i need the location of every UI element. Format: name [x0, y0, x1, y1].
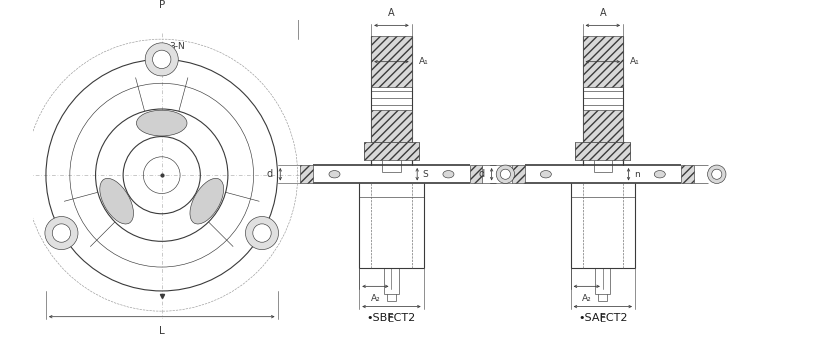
Circle shape — [145, 43, 178, 76]
Circle shape — [253, 224, 271, 242]
Ellipse shape — [100, 178, 134, 224]
Bar — [364, 142, 419, 161]
Bar — [371, 37, 412, 87]
Bar — [512, 165, 525, 184]
Ellipse shape — [190, 178, 224, 224]
Text: A: A — [388, 8, 395, 18]
Text: A: A — [600, 8, 606, 18]
Text: d: d — [267, 169, 273, 179]
Bar — [469, 165, 482, 184]
Bar — [583, 37, 623, 87]
Circle shape — [496, 165, 515, 184]
Ellipse shape — [136, 110, 187, 136]
Ellipse shape — [443, 171, 454, 178]
Text: n: n — [634, 170, 640, 179]
Text: P: P — [158, 0, 165, 10]
Text: •SAFCT2: •SAFCT2 — [578, 313, 628, 323]
Text: E: E — [388, 314, 394, 324]
Bar — [583, 110, 623, 142]
Ellipse shape — [540, 171, 552, 178]
Text: A₁: A₁ — [419, 57, 428, 66]
Bar — [300, 165, 313, 184]
Ellipse shape — [654, 171, 665, 178]
Text: 3-N: 3-N — [169, 42, 185, 51]
Ellipse shape — [329, 171, 340, 178]
Bar — [681, 165, 694, 184]
Text: L: L — [159, 326, 165, 336]
Text: •SBFCT2: •SBFCT2 — [367, 313, 416, 323]
Bar — [575, 142, 631, 161]
Text: A₂: A₂ — [582, 294, 592, 303]
Circle shape — [707, 165, 726, 184]
Text: S: S — [423, 170, 428, 179]
Circle shape — [712, 169, 722, 179]
Text: E: E — [600, 314, 605, 324]
Text: A₁: A₁ — [631, 57, 640, 66]
Bar — [371, 110, 412, 142]
Text: A₂: A₂ — [370, 294, 380, 303]
Circle shape — [45, 217, 78, 249]
Text: d: d — [478, 169, 484, 179]
Circle shape — [500, 169, 511, 179]
Circle shape — [246, 217, 278, 249]
Circle shape — [52, 224, 71, 242]
Circle shape — [153, 50, 171, 69]
